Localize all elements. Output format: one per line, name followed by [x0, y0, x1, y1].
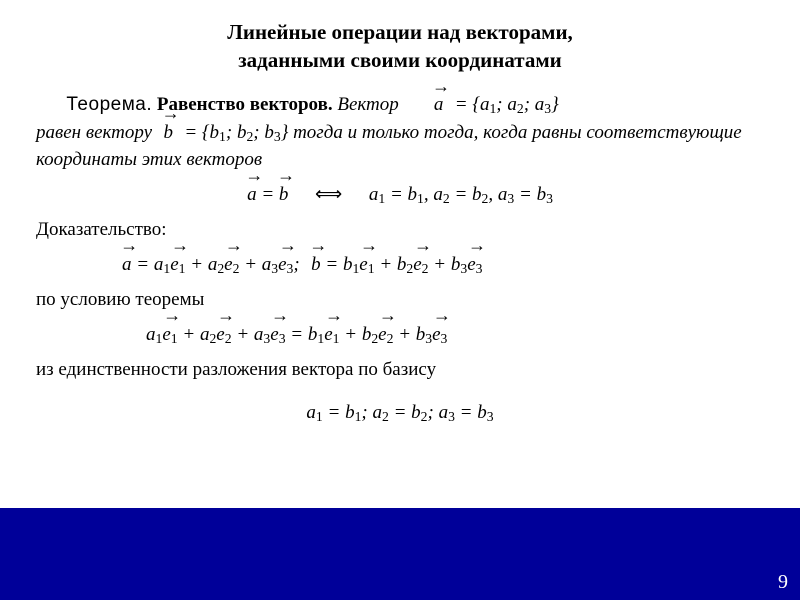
uniqueness-text: из единственности разложения вектора по …: [36, 356, 764, 384]
theorem-statement-cont: равен вектору →b = {b1; b2; b3} тогда и …: [36, 119, 764, 174]
title-line2: заданными своими координатами: [238, 48, 562, 72]
slide-title: Линейные операции над векторами, заданны…: [36, 18, 764, 75]
equation-expansion: →a = a1→e1 + a2→e2 + a3→e3; →b = b1→e1 +…: [36, 250, 764, 280]
vec-e3: →e3: [278, 250, 293, 280]
footer-bar: [0, 508, 800, 600]
equation-result: a1 = b1; a2 = b2; a3 = b3: [36, 398, 764, 428]
proof-label: Доказательство:: [36, 216, 764, 244]
equation-iff: →a = →b ⟺ a1 = b1, a2 = b2, a3 = b3: [36, 180, 764, 210]
vec-a: →a: [404, 91, 444, 119]
vec-e1: →e1: [170, 250, 185, 280]
by-condition: по условию теоремы: [36, 286, 764, 314]
title-line1: Линейные операции над векторами,: [227, 20, 573, 44]
vec-e2: →e2: [224, 250, 239, 280]
theorem-statement: Теорема. Равенство векторов. Вектор →a =…: [36, 91, 764, 119]
theorem-name: Равенство векторов.: [157, 94, 333, 115]
page-number: 9: [778, 571, 788, 594]
theorem-label: Теорема: [66, 94, 146, 115]
vec-b: →b: [163, 119, 173, 147]
equation-equal: a1→e1 + a2→e2 + a3→e3 = b1→e1 + b2→e2 + …: [36, 320, 764, 350]
